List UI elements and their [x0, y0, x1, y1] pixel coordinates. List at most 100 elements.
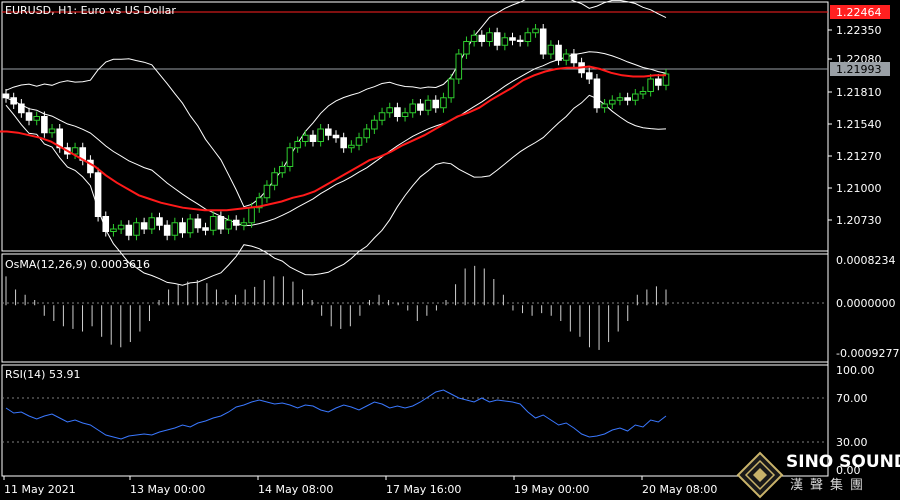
rsi-line [5, 389, 667, 440]
candle [117, 224, 125, 230]
candle [202, 227, 209, 231]
osma-label: OsMA(12,26,9) 0.0003616 [5, 258, 150, 271]
candle [140, 222, 148, 230]
candle [217, 216, 225, 230]
candle [593, 78, 601, 109]
candle [401, 112, 409, 117]
price-panel-frame [1, 1, 829, 252]
candle [355, 137, 363, 146]
candle [248, 207, 255, 224]
logo-name: SINO SOUND [786, 452, 900, 472]
candle [632, 93, 639, 101]
candle [655, 78, 662, 86]
candle [639, 91, 647, 95]
candlesticks [2, 24, 670, 241]
time-tick: 11 May 2021 [4, 483, 76, 496]
candle [240, 222, 248, 226]
price-tick: 1.21540 [836, 118, 882, 131]
candle [186, 218, 194, 234]
candle [516, 39, 524, 42]
candle [194, 218, 202, 229]
time-tick: 13 May 00:00 [130, 483, 205, 496]
price-tick: 1.20730 [836, 214, 882, 227]
candle [509, 37, 516, 41]
candle [125, 224, 133, 236]
candle [371, 119, 378, 130]
high-marker-box [830, 5, 890, 19]
candle [539, 28, 547, 55]
candle [309, 134, 317, 142]
candle [570, 53, 578, 64]
candle [255, 197, 263, 209]
candle [486, 32, 493, 42]
candle [325, 128, 332, 136]
candle [524, 32, 532, 42]
candle [263, 184, 271, 199]
high-marker-value: 1.22464 [836, 6, 882, 19]
rsi-tick: 0.00 [836, 464, 861, 477]
candle [624, 97, 631, 101]
candle [608, 99, 616, 105]
candle [363, 128, 370, 139]
osma-tick: 0.0008234 [836, 254, 896, 267]
upper-band [5, 0, 667, 208]
candle [163, 224, 171, 236]
candle [278, 166, 286, 174]
price-tick: 1.21270 [836, 150, 882, 163]
candle [332, 134, 340, 139]
candle [48, 128, 56, 134]
candle [41, 116, 48, 134]
candle [271, 172, 278, 186]
candle [601, 103, 608, 109]
candle [547, 44, 555, 55]
candle [148, 217, 156, 230]
rsi-tick: 100.00 [836, 364, 875, 377]
time-tick: 14 May 08:00 [258, 483, 333, 496]
price-tick: 1.22350 [836, 24, 882, 37]
diamond-logo-icon [736, 451, 784, 499]
osma-tick: 0.0000000 [836, 297, 896, 310]
candle [232, 219, 240, 226]
candle [302, 134, 309, 142]
candle [179, 222, 186, 234]
rsi-panel-frame [1, 364, 829, 477]
candle [317, 128, 324, 142]
symbol-header: EURUSD, H1: Euro vs US Dollar [5, 4, 176, 17]
rsi-tick: 70.00 [836, 392, 868, 405]
candle [463, 41, 470, 55]
candle [394, 107, 401, 117]
candle [110, 228, 117, 232]
current-price-box [830, 62, 890, 76]
rsi-label: RSI(14) 53.91 [5, 368, 80, 381]
time-axis: 11 May 2021 13 May 00:00 14 May 08:00 17… [3, 476, 717, 496]
sino-sound-logo: SINO SOUND 漢聲集團 [736, 450, 900, 500]
candle [478, 34, 486, 42]
candle [424, 99, 432, 111]
price-axis: 1.22350 1.22080 1.21810 1.21540 1.21270 … [828, 24, 882, 227]
time-tick: 19 May 00:00 [514, 483, 589, 496]
rsi-tick: 30.00 [836, 436, 868, 449]
candle [156, 217, 163, 226]
moving-average-line [0, 65, 666, 212]
time-tick: 20 May 08:00 [642, 483, 717, 496]
candle [2, 93, 10, 99]
candle [294, 141, 301, 149]
candle [432, 99, 440, 109]
candle [10, 97, 17, 105]
candle [417, 103, 424, 111]
candle [493, 32, 501, 46]
osma-axis: 0.0008234 0.0000000 -0.0009277 [836, 254, 899, 360]
candle [171, 222, 179, 236]
price-tick: 1.21810 [836, 86, 882, 99]
candle [585, 72, 593, 80]
logo-subtitle: 漢聲集團 [790, 478, 871, 493]
candle [386, 107, 394, 114]
candle [555, 44, 562, 61]
candle [409, 103, 417, 114]
candle [25, 112, 33, 121]
lower-band [5, 94, 667, 286]
candle [340, 137, 347, 149]
candle [501, 37, 509, 46]
candle [348, 144, 355, 149]
